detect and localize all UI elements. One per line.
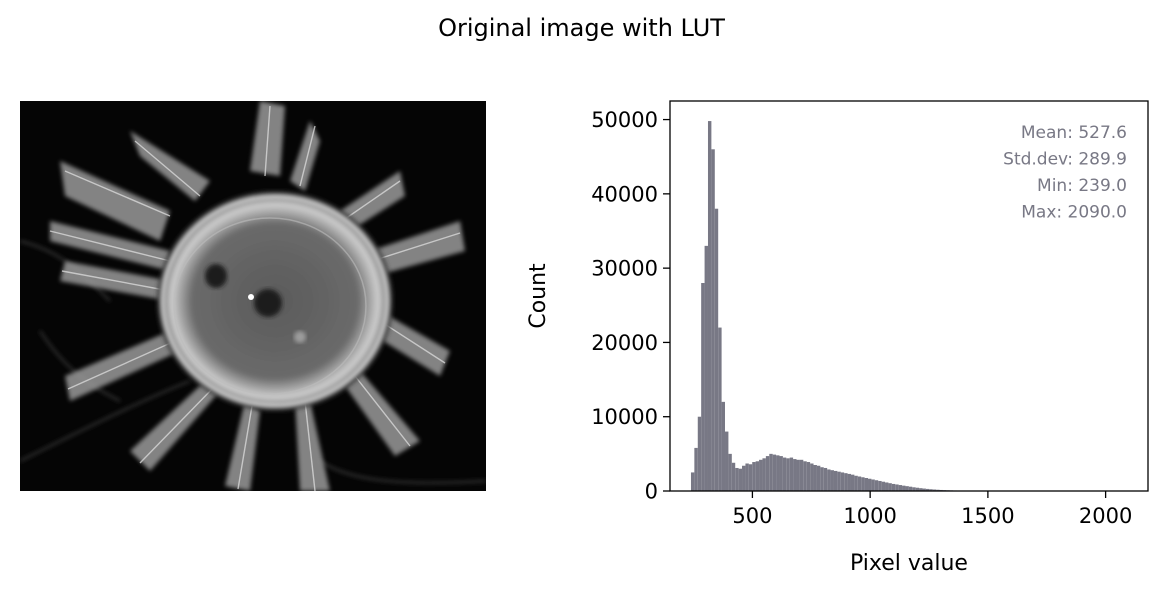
- histogram-bar: [694, 447, 698, 491]
- histogram-bar: [840, 472, 845, 491]
- histogram-bar: [759, 459, 763, 491]
- histogram-bar: [820, 467, 824, 491]
- histogram-bar: [803, 461, 807, 491]
- histogram-bar: [742, 465, 746, 491]
- histogram-bar: [810, 463, 814, 491]
- histogram-bar: [844, 473, 848, 491]
- histogram-bar: [782, 457, 787, 491]
- x-tick-label: 1500: [961, 504, 1014, 528]
- stats-annotations: Mean: 527.6 Std.dev: 289.9 Min: 239.0 Max: …: [1003, 123, 1127, 223]
- histogram-bar: [898, 485, 903, 491]
- histogram-bar: [868, 478, 872, 491]
- histogram-bar: [816, 465, 821, 491]
- histogram-bar: [912, 487, 916, 491]
- histogram-bar: [864, 478, 868, 491]
- histogram-bar: [748, 464, 753, 491]
- stats-annotation: Min: 239.0: [1037, 176, 1127, 196]
- histogram-bar: [697, 416, 702, 491]
- histogram-bar: [762, 458, 766, 491]
- histogram-bar: [813, 465, 817, 491]
- x-tick-label: 1000: [843, 504, 896, 528]
- histogram-bar: [885, 482, 889, 491]
- histogram-bar: [857, 476, 862, 491]
- histogram-bar: [830, 470, 834, 491]
- y-tick-label: 40000: [591, 182, 658, 206]
- histogram-bar: [738, 468, 743, 491]
- histogram-bar: [725, 431, 729, 491]
- histogram-bar: [701, 283, 705, 491]
- histogram-bar: [721, 401, 725, 491]
- histogram-bar: [718, 327, 722, 491]
- histogram-bar: [874, 480, 879, 491]
- histogram-bar: [731, 462, 736, 491]
- histogram-bar: [861, 477, 865, 491]
- histogram-bar: [871, 479, 875, 491]
- x-axis-label: Pixel value: [850, 551, 968, 576]
- histogram-bar: [891, 483, 896, 491]
- histogram-bar: [786, 458, 790, 491]
- histogram-bar: [902, 485, 906, 491]
- histogram-bar: [745, 463, 749, 491]
- cell-image-icon: [20, 101, 486, 491]
- histogram-bar: [796, 459, 800, 491]
- histogram-bar: [752, 462, 756, 491]
- histogram-bar: [765, 456, 770, 491]
- histogram-bar: [847, 473, 851, 491]
- histogram-bar: [823, 467, 828, 491]
- stats-annotation: Max: 2090.0: [1021, 203, 1127, 223]
- y-tick-label: 50000: [591, 108, 658, 132]
- x-tick-label: 2000: [1079, 504, 1132, 528]
- histogram-bar: [728, 453, 732, 491]
- histogram-bar: [919, 488, 923, 491]
- histogram-bar: [850, 474, 855, 491]
- histogram-bar: [837, 471, 841, 491]
- histogram-bar: [755, 461, 760, 491]
- histogram-bar: [932, 489, 937, 491]
- histogram-bar: [925, 488, 930, 491]
- histogram-bar: [735, 467, 739, 491]
- x-axis-ticks: 500 1000 1500 2000: [732, 491, 1132, 528]
- histogram-bar: [711, 149, 715, 492]
- figure-title: Original image with LUT: [438, 14, 725, 42]
- stats-annotation: Std.dev: 289.9: [1003, 150, 1127, 170]
- histogram-bar: [881, 481, 886, 491]
- histogram-bar: [779, 456, 783, 491]
- y-tick-label: 10000: [591, 405, 658, 429]
- histogram-bar: [915, 487, 920, 491]
- histogram-bar: [799, 459, 804, 491]
- histogram-bar: [888, 483, 892, 491]
- histogram-bar: [827, 469, 831, 491]
- histogram-bar: [714, 208, 719, 491]
- histogram-bar: [922, 488, 926, 491]
- y-axis-label: Count: [526, 263, 551, 329]
- histogram-bar: [895, 484, 899, 491]
- y-tick-label: 0: [645, 480, 658, 504]
- y-tick-label: 30000: [591, 257, 658, 281]
- histogram-bar: [793, 459, 797, 491]
- histogram-bar: [854, 475, 858, 491]
- histogram-bars: [690, 121, 1127, 492]
- histogram-bar: [690, 472, 695, 491]
- histogram-bar: [704, 245, 708, 491]
- histogram-bar: [908, 486, 913, 491]
- histogram-bar: [806, 462, 811, 491]
- histogram-bar: [833, 470, 838, 491]
- plot-area-frame: [669, 100, 1149, 492]
- histogram-bar: [905, 486, 909, 491]
- histogram-bar: [707, 121, 712, 491]
- histogram-bar: [789, 457, 794, 491]
- histogram-bar: [769, 453, 773, 491]
- histogram-bar: [929, 489, 933, 491]
- histogram-bar: [878, 480, 882, 491]
- x-tick-label: 500: [732, 504, 772, 528]
- y-tick-label: 20000: [591, 331, 658, 355]
- histogram-bar: [772, 454, 777, 491]
- histogram-bar: [776, 455, 780, 491]
- y-axis-ticks: 0 10000 20000 30000 40000 50000: [591, 108, 670, 504]
- micrograph-image: [20, 101, 486, 491]
- stats-annotation: Mean: 527.6: [1021, 123, 1127, 143]
